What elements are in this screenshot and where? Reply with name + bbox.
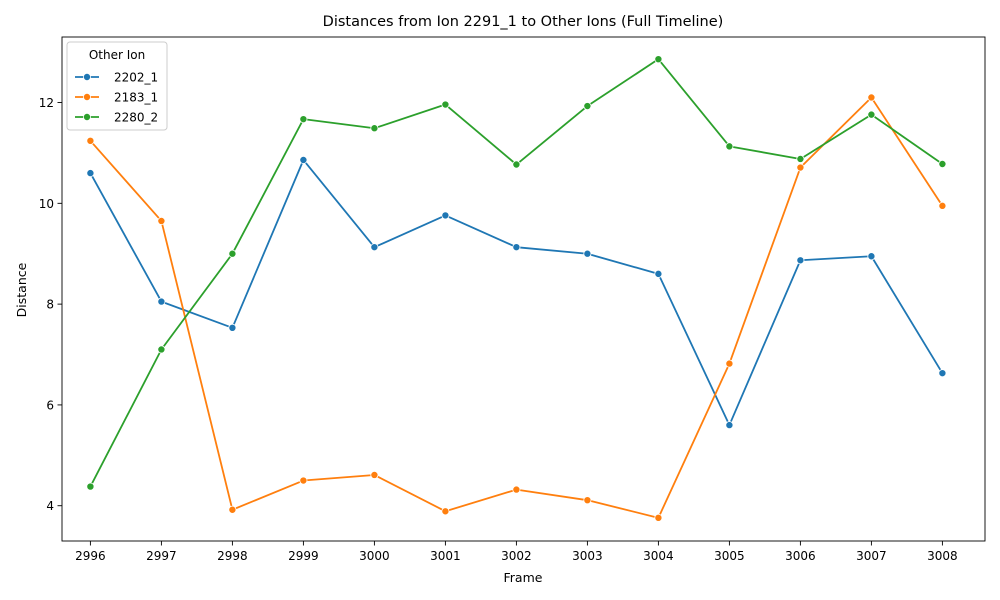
x-tick-label: 3008: [927, 549, 958, 563]
y-tick-label: 4: [46, 499, 54, 513]
data-point-2183_1: [867, 93, 876, 102]
legend-marker-2202_1: [83, 73, 92, 82]
x-tick-label: 3006: [785, 549, 816, 563]
data-point-2280_2: [583, 102, 592, 111]
chart-title: Distances from Ion 2291_1 to Other Ions …: [323, 14, 724, 30]
legend-entry-2280_2: 2280_2: [114, 111, 158, 125]
data-point-2202_1: [299, 155, 308, 164]
x-tick-label: 3007: [856, 549, 887, 563]
data-point-2183_1: [725, 359, 734, 368]
data-point-2183_1: [654, 513, 663, 522]
data-point-2202_1: [654, 269, 663, 278]
legend: Other Ion 2202_1 2183_1 2280_2: [66, 41, 168, 131]
legend-title: Other Ion: [89, 48, 145, 62]
data-point-2280_2: [654, 55, 663, 64]
data-point-2202_1: [583, 249, 592, 258]
data-point-2202_1: [228, 323, 237, 332]
data-point-2183_1: [370, 470, 379, 479]
data-point-2183_1: [228, 505, 237, 514]
x-tick-label: 2998: [217, 549, 248, 563]
data-point-2280_2: [796, 154, 805, 163]
x-tick-label: 3001: [430, 549, 461, 563]
data-point-2183_1: [86, 136, 95, 145]
x-tick-label: 2999: [288, 549, 319, 563]
legend-box: [66, 41, 168, 131]
y-tick-label: 6: [46, 398, 54, 412]
data-point-2202_1: [938, 369, 947, 378]
legend-entry-2183_1: 2183_1: [114, 91, 158, 105]
axes-frame: [61, 36, 986, 542]
data-point-2280_2: [86, 482, 95, 491]
y-axis-label: Distance: [14, 262, 29, 317]
data-point-2280_2: [512, 160, 521, 169]
x-axis-label: Frame: [504, 570, 543, 585]
data-point-2280_2: [867, 110, 876, 119]
data-point-2280_2: [157, 345, 166, 354]
x-tick-label: 3000: [359, 549, 390, 563]
data-point-2183_1: [157, 216, 166, 225]
data-point-2280_2: [938, 160, 947, 169]
data-point-2183_1: [512, 485, 521, 494]
y-tick-label: 8: [46, 298, 54, 312]
data-point-2183_1: [938, 201, 947, 210]
x-tick-label: 3004: [643, 549, 674, 563]
y-tick-label: 10: [39, 197, 54, 211]
data-point-2202_1: [370, 243, 379, 252]
x-tick-label: 3005: [714, 549, 745, 563]
y-tick-label: 12: [39, 96, 54, 110]
data-point-2183_1: [583, 496, 592, 505]
data-point-2280_2: [441, 100, 450, 109]
data-point-2280_2: [725, 142, 734, 151]
legend-marker-2280_2: [83, 113, 92, 122]
data-point-2280_2: [370, 124, 379, 133]
x-tick-label: 3002: [501, 549, 532, 563]
data-point-2202_1: [796, 256, 805, 265]
legend-marker-2183_1: [83, 93, 92, 102]
data-point-2202_1: [725, 421, 734, 430]
x-tick-label: 2997: [146, 549, 177, 563]
x-tick-label: 2996: [75, 549, 106, 563]
data-point-2202_1: [86, 169, 95, 178]
data-point-2202_1: [867, 252, 876, 261]
data-point-2202_1: [512, 243, 521, 252]
data-point-2202_1: [157, 297, 166, 306]
data-point-2183_1: [299, 476, 308, 485]
data-point-2183_1: [441, 507, 450, 516]
data-point-2202_1: [441, 211, 450, 220]
data-point-2183_1: [796, 163, 805, 172]
legend-entry-2202_1: 2202_1: [114, 71, 158, 85]
x-tick-label: 3003: [572, 549, 603, 563]
data-point-2280_2: [299, 115, 308, 124]
data-point-2280_2: [228, 249, 237, 258]
plot-area: 2996 2997 2998 2999 3000 3001 3002 3003 3004 3005…: [39, 36, 986, 563]
